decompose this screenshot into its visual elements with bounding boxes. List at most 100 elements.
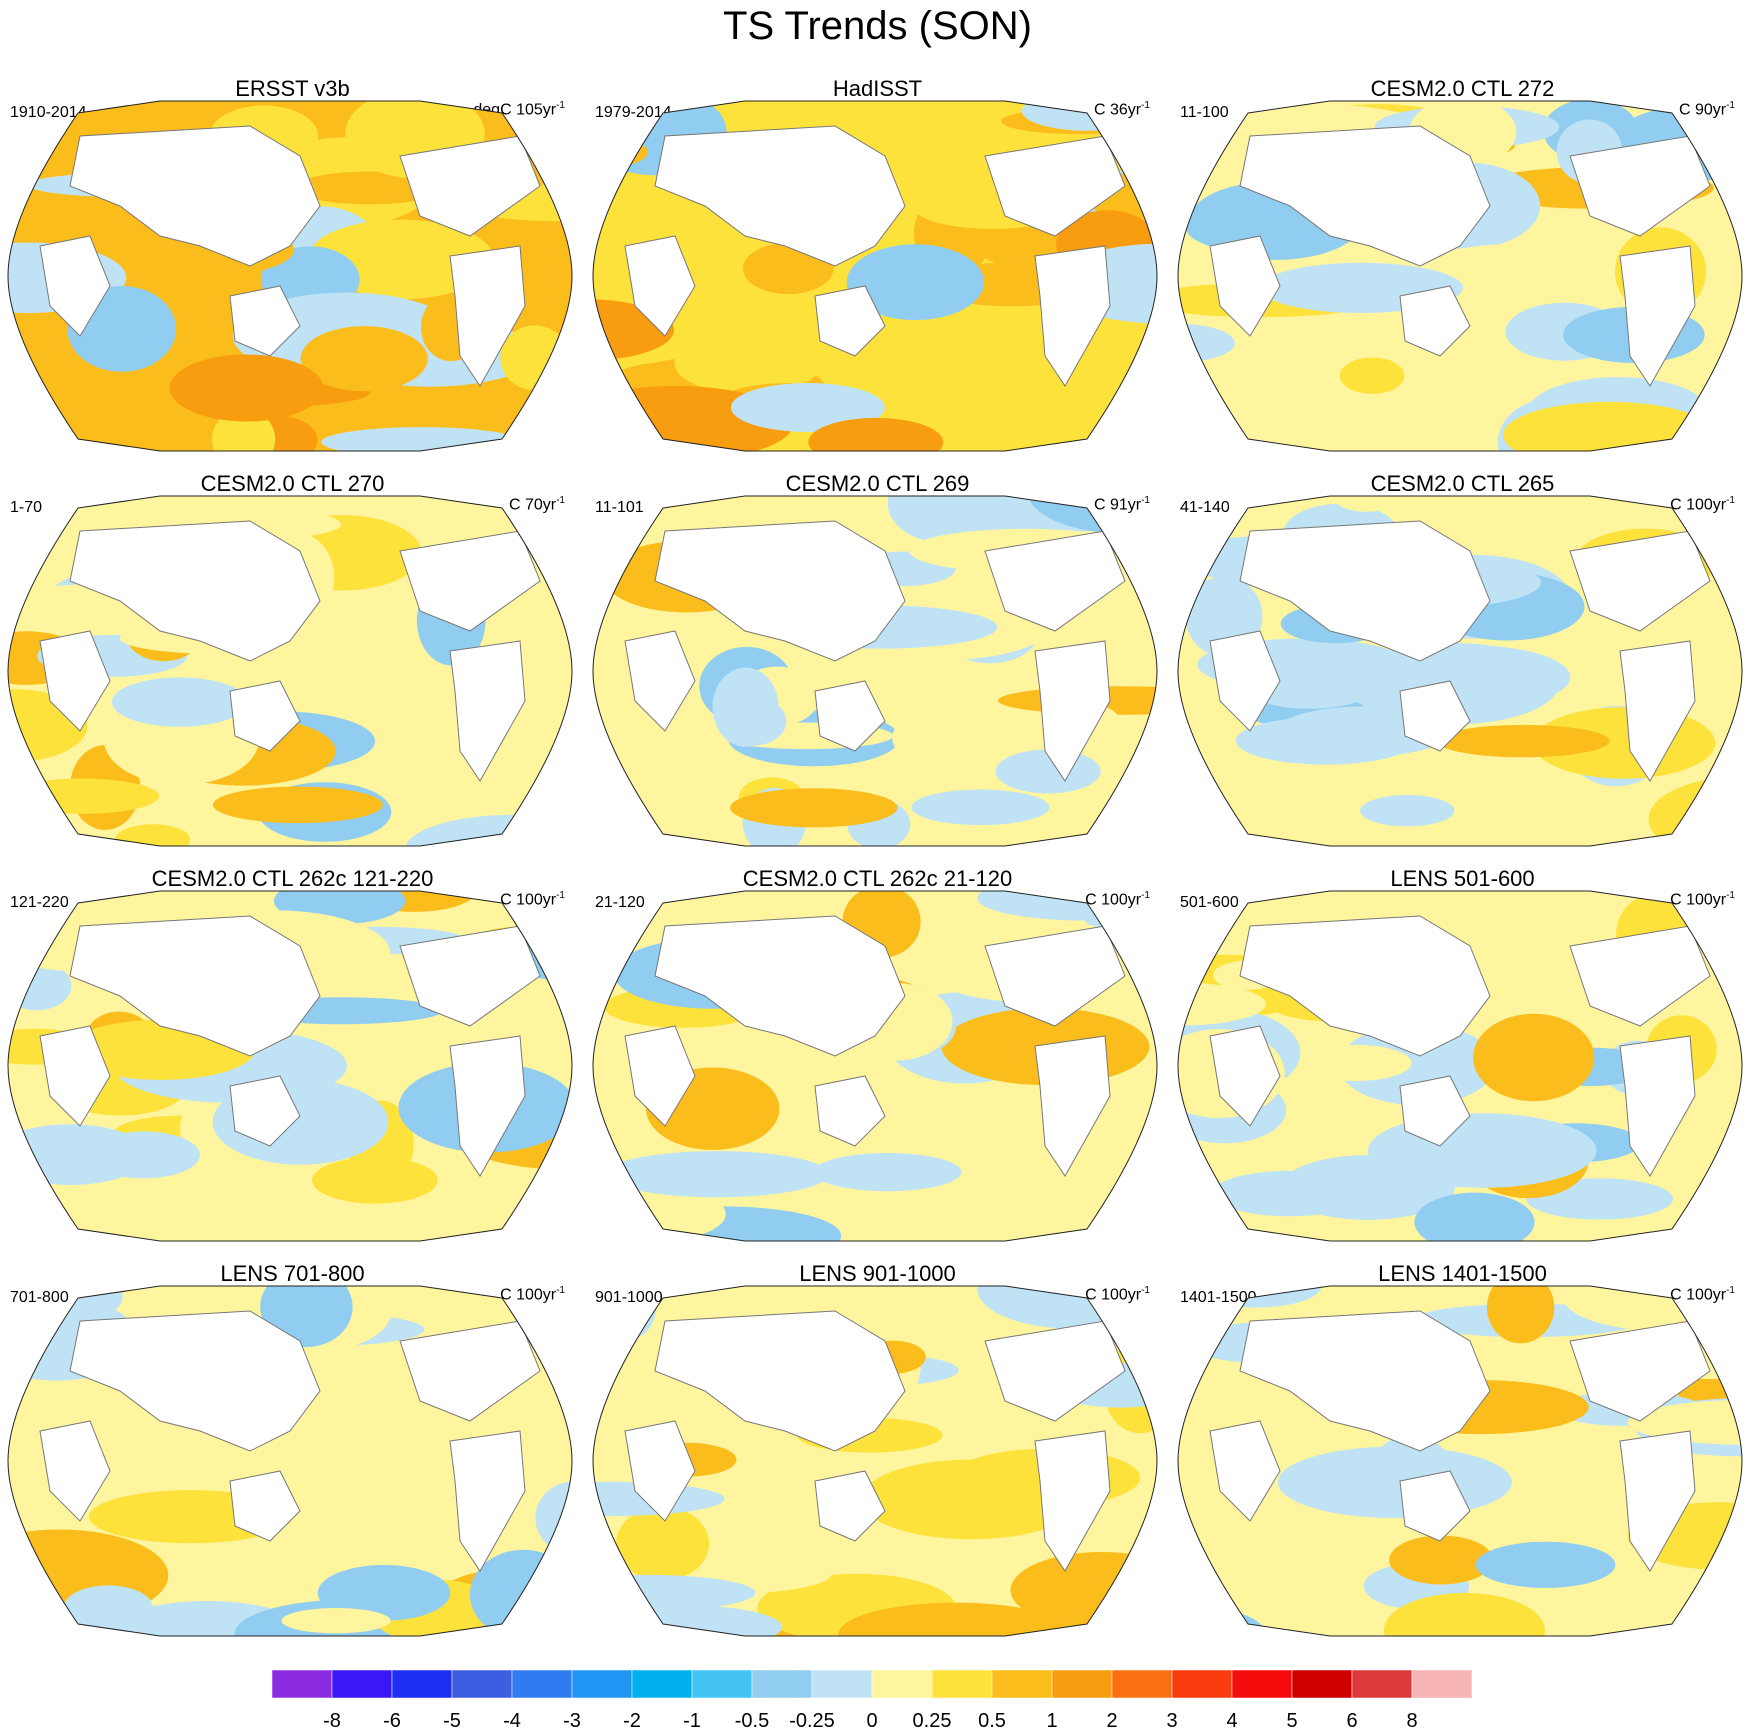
colorbar-bin [272, 1670, 333, 1699]
panel-units: C 100yr-1 [1670, 1285, 1735, 1304]
colorbar-tick-label: 1 [1046, 1710, 1058, 1732]
landmass [984, 135, 1126, 237]
colorbar-tick-label: 0 [866, 1710, 878, 1732]
anomaly-region [63, 1585, 153, 1630]
map-border [592, 100, 1158, 452]
anomaly-region [1366, 645, 1571, 710]
panel-units: C 91yr-1 [1094, 495, 1150, 514]
robinson-map [7, 100, 573, 452]
anomaly-region [887, 496, 1006, 544]
units-text: C 100yr [1670, 891, 1727, 909]
landmass [984, 1320, 1126, 1422]
anomaly-region [1027, 496, 1157, 534]
landmass [654, 1310, 906, 1452]
map-panel: LENS 901-1000 901-1000 C 100yr-1 [585, 1181, 1170, 1637]
landmass [1619, 1430, 1696, 1572]
colorbar-bin [871, 1670, 933, 1699]
panel-period: 11-100 [1180, 104, 1229, 121]
units-exponent: -1 [1141, 890, 1150, 901]
anomaly-region [846, 244, 985, 321]
anomaly-region [1475, 1541, 1616, 1588]
units-text: C 91yr [1093, 496, 1142, 514]
colorbar-tick-label: -2 [623, 1710, 641, 1732]
anomaly-region [860, 1459, 1082, 1540]
colorbar-bin [1411, 1670, 1473, 1699]
units-exponent: -1 [1141, 495, 1150, 506]
landmass [624, 235, 696, 337]
landmass [1209, 1420, 1281, 1522]
map-border [592, 1285, 1158, 1637]
landmass [1239, 915, 1491, 1057]
map-panel: CESM2.0 CTL 272 11-100 C 90yr-1 [1170, 0, 1755, 452]
map-border [1177, 100, 1743, 452]
map-panel: CESM2.0 CTL 265 41-140 C 100yr-1 [1170, 391, 1755, 847]
landmass [1569, 530, 1711, 632]
colorbar-tick-label: 0.25 [912, 1710, 952, 1732]
anomaly-region [1460, 1124, 1521, 1161]
units-text: C 100yr [1085, 1286, 1142, 1304]
units-text: C 36yr [1093, 101, 1142, 119]
map-panel: CESM2.0 CTL 262c 21-120 21-120 C 100yr-1 [585, 786, 1170, 1242]
panel-units: C 100yr-1 [500, 890, 565, 909]
robinson-map [592, 100, 1158, 452]
anomaly-region [1414, 1192, 1535, 1241]
robinson-map [592, 495, 1158, 847]
anomaly-region [1488, 1496, 1617, 1521]
panel-title: CESM2.0 CTL 270 [200, 471, 385, 496]
map-panel: CESM2.0 CTL 262c 121-220 121-220 C 100yr… [0, 786, 585, 1242]
anomaly-region [1473, 1013, 1595, 1102]
landmass [399, 135, 541, 237]
colorbar-bin [1051, 1670, 1113, 1699]
colorbar-tick-label: 8 [1406, 1710, 1418, 1732]
units-exponent: -1 [1726, 890, 1735, 901]
units-exponent: -1 [556, 100, 565, 111]
colorbar-tick-label: -8 [323, 1710, 341, 1732]
anomaly-region [1486, 1286, 1555, 1344]
landmass [1239, 125, 1491, 267]
landmass [1399, 1075, 1471, 1147]
anomaly-region [1178, 686, 1238, 736]
colorbar-bin [451, 1670, 513, 1699]
panel-period: 11-101 [595, 499, 644, 516]
map-panel: CESM2.0 CTL 269 11-101 C 91yr-1 [585, 391, 1170, 847]
anomaly-region [213, 786, 383, 824]
colorbar-bin [991, 1670, 1053, 1699]
colorbar-tick-label: 2 [1106, 1710, 1118, 1732]
anomaly-region [846, 1177, 916, 1241]
anomaly-region [281, 1608, 391, 1634]
colorbar-tick-label: -1 [683, 1710, 701, 1732]
panel-title: HadISST [832, 76, 923, 101]
colorbar-tick-label: -5 [443, 1710, 461, 1732]
anomaly-region [312, 1157, 438, 1204]
anomaly-region [212, 408, 276, 451]
landmass [399, 925, 541, 1027]
units-exponent: -1 [1726, 495, 1735, 506]
colorbar-tick-label: 6 [1346, 1710, 1358, 1732]
colorbar [272, 1670, 1473, 1699]
robinson-map [1177, 890, 1743, 1242]
landmass [814, 1075, 886, 1147]
anomaly-region [1330, 496, 1403, 512]
units-exponent: -1 [556, 890, 565, 901]
panel-units: C 70yr-1 [509, 495, 565, 514]
anomaly-region [1436, 724, 1610, 758]
landmass [69, 915, 321, 1057]
landmass [1569, 925, 1711, 1027]
colorbar-bin [391, 1670, 453, 1699]
landmass [984, 530, 1126, 632]
units-text: C 90yr [1678, 101, 1727, 119]
anomaly-region [718, 697, 787, 746]
landmass [69, 125, 321, 267]
panel-units: C 100yr-1 [1670, 890, 1735, 909]
panel-title: LENS 901-1000 [799, 1261, 956, 1286]
landmass [39, 235, 111, 337]
panel-units: C 100yr-1 [500, 1285, 565, 1304]
colorbar-bin [1291, 1670, 1353, 1699]
colorbar-bin [1351, 1670, 1413, 1699]
landmass [229, 680, 301, 752]
map-border [1177, 495, 1743, 847]
anomaly-region [808, 417, 944, 451]
anomaly-region [1120, 1600, 1157, 1636]
panel-period: 41-140 [1180, 499, 1230, 516]
figure-title: TS Trends (SON) [723, 4, 1032, 48]
